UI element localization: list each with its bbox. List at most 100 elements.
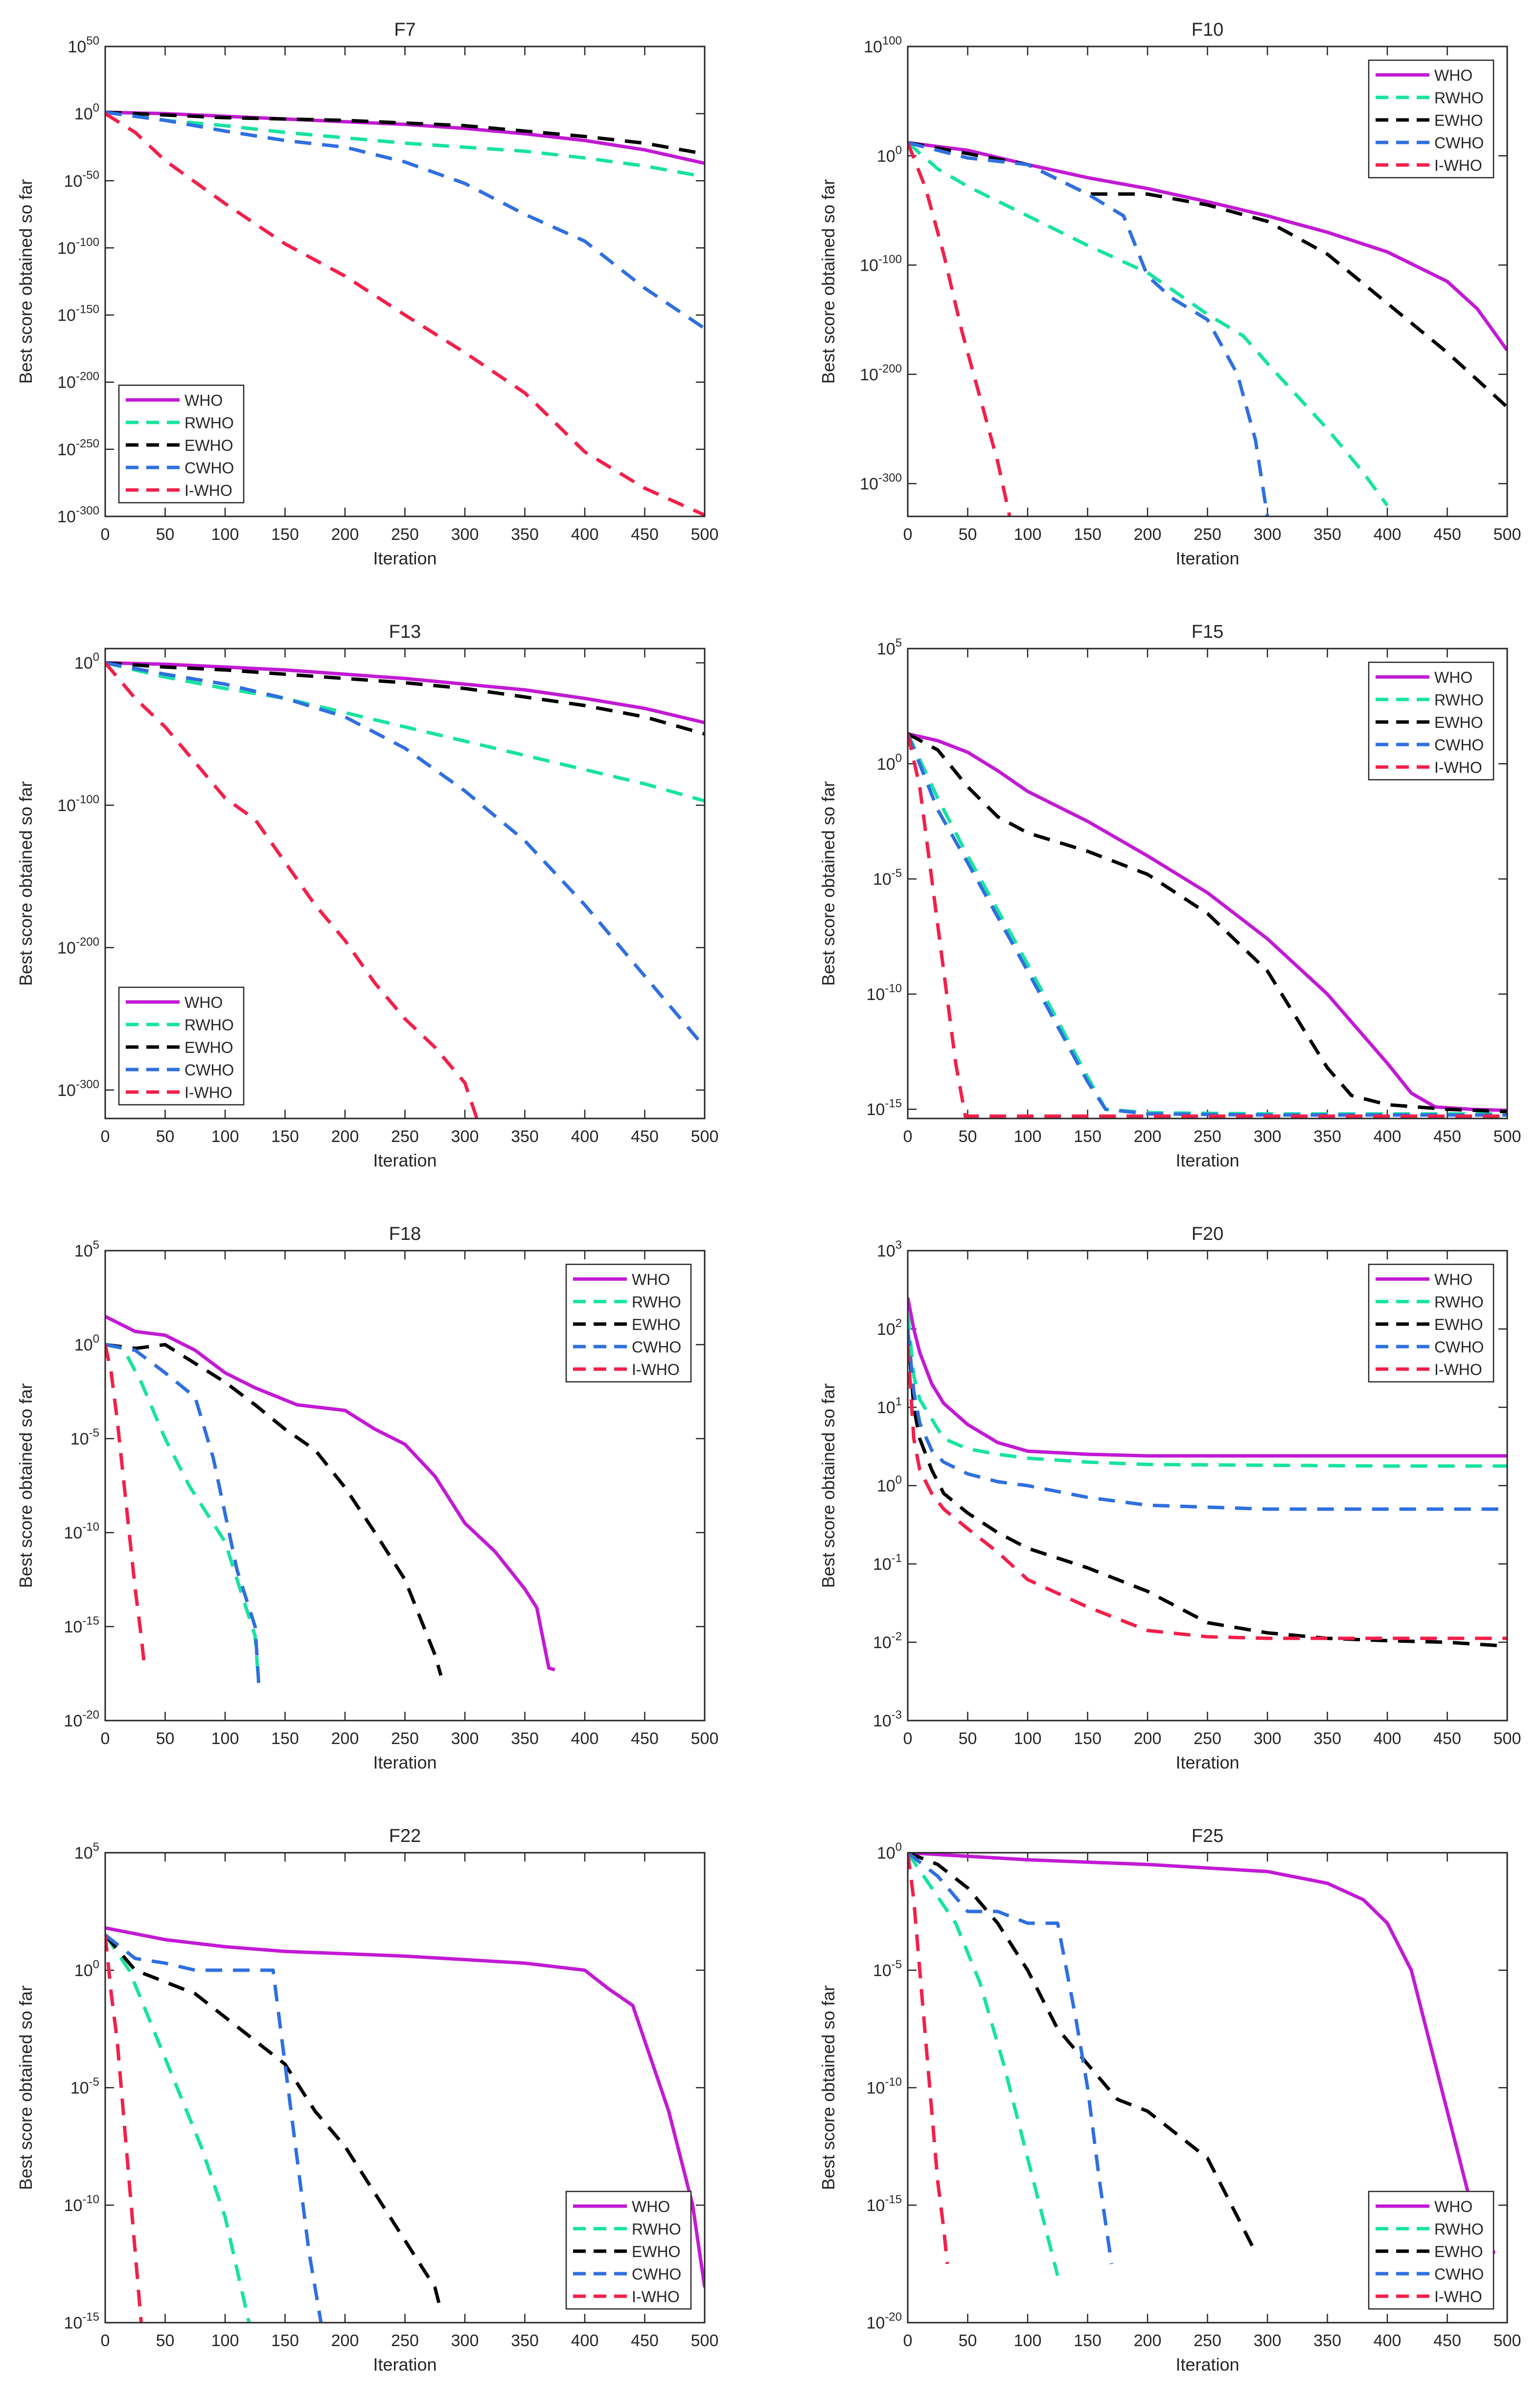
y-tick-exponent: 5 (93, 1238, 99, 1252)
y-tick-label: 102 (877, 1317, 902, 1339)
y-axis-label: Best score obtained so far (16, 781, 36, 986)
x-tick-label: 450 (1433, 2331, 1461, 2350)
x-tick-label: 100 (211, 2331, 239, 2350)
y-axis-label: Best score obtained so far (818, 781, 838, 986)
y-tick-base: 10 (74, 1336, 93, 1354)
y-tick-base: 10 (866, 1100, 885, 1119)
x-tick-label: 250 (391, 1729, 419, 1748)
y-tick-label: 10-5 (70, 1426, 99, 1448)
y-tick-base: 10 (64, 1618, 82, 1636)
x-tick-label: 300 (451, 1127, 479, 1146)
x-tick-label: 400 (571, 2331, 599, 2350)
y-tick-base: 10 (877, 640, 896, 658)
y-tick-label: 10-200 (57, 370, 99, 392)
y-tick-label: 105 (74, 1238, 99, 1260)
chart-title: F20 (1192, 1224, 1223, 1244)
y-tick-exponent: -100 (76, 235, 99, 249)
legend-label-ewho: EWHO (184, 437, 233, 454)
legend-label-who: WHO (632, 1271, 670, 1288)
chart-f15: 0 50 100 150 200 250 300 350 400 450 50010510010-5… (818, 622, 1521, 1170)
legend-label-ewho: EWHO (1434, 2243, 1483, 2260)
legend-label-cwho: CWHO (1434, 2265, 1484, 2283)
legend-label-ewho: EWHO (1434, 1316, 1483, 1333)
y-tick-label: 10-5 (873, 867, 902, 889)
series-line-cwho (105, 110, 705, 330)
x-tick-label: 400 (571, 1729, 599, 1748)
y-tick-base: 10 (64, 1712, 82, 1730)
legend-label-who: WHO (1434, 1271, 1472, 1288)
x-axis-label: Iteration (373, 1150, 437, 1170)
series-line-ewho (105, 110, 705, 156)
x-tick-label: 450 (631, 525, 659, 544)
series-line-who (908, 1297, 1507, 1458)
series-line-i-who (908, 1344, 1507, 1640)
axes-frame (104, 1852, 706, 2324)
series-line-rwho (105, 110, 705, 179)
y-tick-label: 10-3 (873, 1708, 902, 1730)
y-tick-exponent: -15 (885, 1097, 902, 1110)
legend-label-cwho: CWHO (1434, 134, 1484, 152)
series-line-cwho (908, 1853, 1113, 2264)
x-tick-label: 100 (1014, 525, 1042, 544)
legend-label-rwho: RWHO (184, 1016, 234, 1034)
legend-label-rwho: RWHO (1434, 1293, 1484, 1311)
legend-label-rwho: RWHO (1434, 2220, 1484, 2238)
x-tick-label: 250 (391, 1127, 419, 1146)
y-tick-exponent: -300 (76, 504, 99, 517)
y-tick-label: 10-200 (860, 362, 902, 384)
y-tick-label: 1050 (68, 34, 99, 56)
legend-label-cwho: CWHO (632, 2265, 681, 2283)
series-line-rwho (908, 141, 1389, 507)
chart-title: F10 (1192, 20, 1223, 40)
y-tick-base: 10 (74, 1844, 93, 1863)
legend-label-ewho: EWHO (632, 2243, 681, 2260)
series-line-i-who (908, 1853, 949, 2264)
y-tick-base: 10 (57, 441, 76, 459)
series-line-ewho (908, 141, 1507, 409)
y-tick-exponent: 0 (93, 1332, 99, 1346)
x-tick-label: 100 (1014, 1127, 1042, 1146)
y-tick-base: 10 (57, 1081, 76, 1100)
legend-label-who: WHO (1434, 67, 1472, 84)
series-line-rwho (908, 1853, 1059, 2276)
y-tick-exponent: -100 (878, 253, 902, 266)
y-tick-base: 10 (877, 1320, 896, 1339)
y-tick-exponent: -200 (76, 935, 99, 949)
y-tick-base: 10 (877, 1844, 896, 1863)
axes-frame (907, 1250, 1508, 1722)
y-tick-label: 10-200 (57, 935, 99, 957)
x-tick-label: 450 (1433, 525, 1461, 544)
y-tick-exponent: -300 (878, 471, 902, 485)
y-tick-base: 10 (877, 1477, 896, 1495)
series-group (908, 141, 1507, 516)
x-tick-label: 350 (511, 1729, 539, 1748)
y-tick-exponent: -15 (82, 2310, 99, 2324)
legend-label-ewho: EWHO (184, 1039, 233, 1056)
y-tick-exponent: 1 (896, 1395, 902, 1408)
x-tick-label: 400 (1374, 2331, 1402, 2350)
y-axis-label: Best score obtained so far (818, 1383, 838, 1588)
legend-label-i-who: I-WHO (1434, 1361, 1482, 1378)
y-tick-label: 10100 (864, 34, 902, 56)
x-tick-label: 150 (1074, 525, 1102, 544)
series-line-ewho (908, 732, 1507, 1114)
y-tick-exponent: 0 (93, 651, 99, 664)
y-tick-base: 10 (873, 1961, 892, 1980)
y-tick-exponent: -20 (885, 2310, 902, 2324)
y-tick-label: 10-300 (860, 471, 902, 493)
series-group (105, 1315, 555, 1683)
legend: WHO RWHO EWHO CWHO I-WHO (118, 986, 245, 1106)
y-tick-exponent: 100 (882, 34, 902, 47)
x-tick-label: 150 (1074, 2331, 1102, 2350)
x-tick-label: 250 (391, 2331, 419, 2350)
y-tick-exponent: -100 (76, 793, 99, 806)
x-tick-label: 300 (1254, 1729, 1282, 1748)
y-tick-label: 10-100 (57, 235, 99, 257)
x-tick-label: 400 (571, 525, 599, 544)
y-tick-base: 10 (57, 508, 76, 526)
y-tick-label: 10-15 (866, 1097, 902, 1119)
x-tick-label: 200 (1134, 1127, 1162, 1146)
y-tick-label: 105 (74, 1840, 99, 1863)
y-tick-base: 10 (70, 1430, 89, 1448)
legend-label-who: WHO (1434, 669, 1472, 686)
